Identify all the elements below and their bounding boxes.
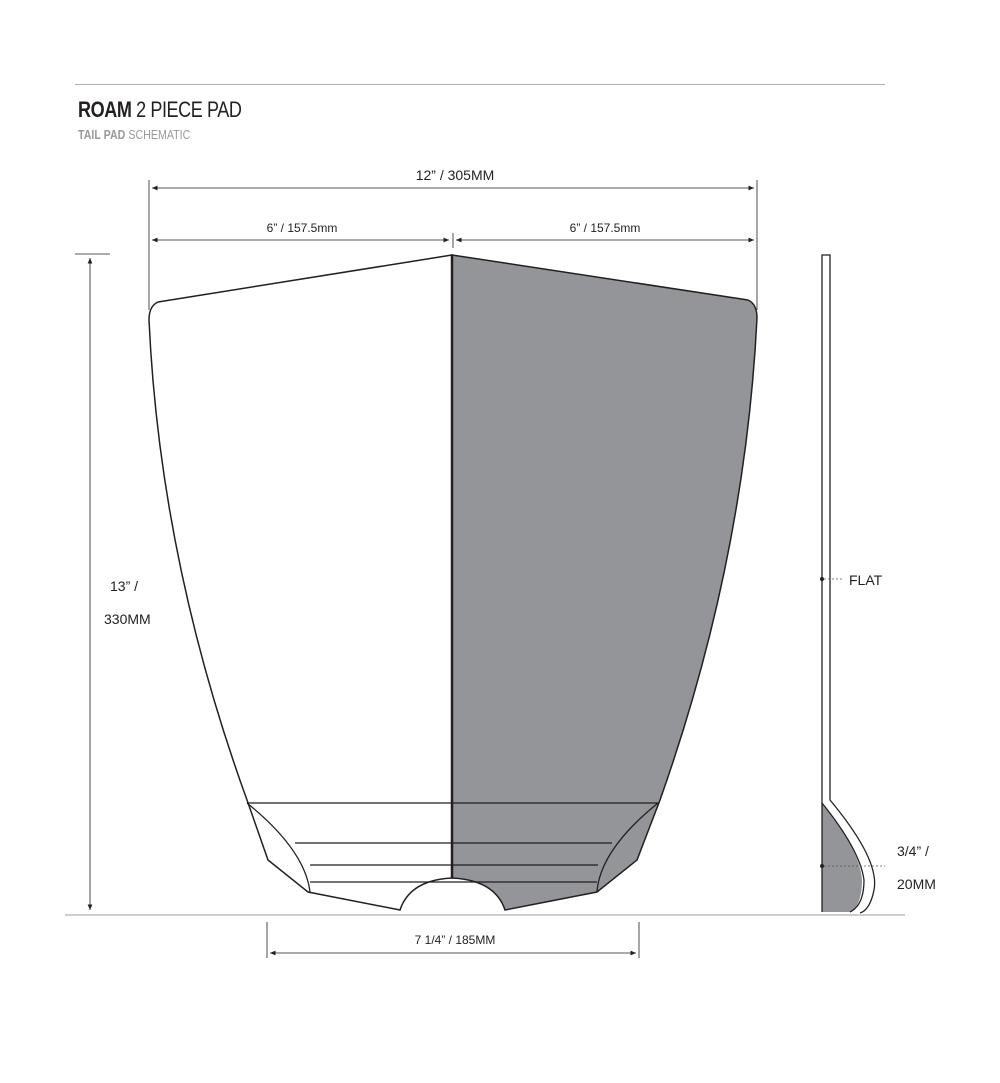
pad-left-half (148, 254, 453, 911)
kick-marker (820, 864, 824, 868)
page-title: ROAM 2 PIECE PAD (78, 97, 242, 122)
height-label-line2: 330MM (104, 611, 151, 627)
profile-kick-fill (822, 803, 862, 912)
pad-right-half (451, 254, 758, 911)
title-rule (75, 84, 885, 85)
kick-label-line2: 20MM (897, 876, 936, 892)
right-half-label: 6” / 157.5mm (570, 221, 641, 235)
page-subtitle: TAIL PAD SCHEMATIC (78, 127, 191, 142)
flat-label: FLAT (849, 572, 883, 588)
dimension-lines (75, 180, 758, 958)
height-label-line1: 13” / (110, 578, 138, 594)
kick-label-line1: 3/4” / (897, 843, 929, 859)
left-half-label: 6” / 157.5mm (267, 221, 338, 235)
kick-ridges (246, 802, 659, 893)
total-width-label: 12” / 305MM (416, 167, 495, 183)
tail-width-label: 7 1/4” / 185MM (415, 933, 496, 947)
side-profile (821, 254, 876, 914)
flat-marker (820, 577, 824, 581)
